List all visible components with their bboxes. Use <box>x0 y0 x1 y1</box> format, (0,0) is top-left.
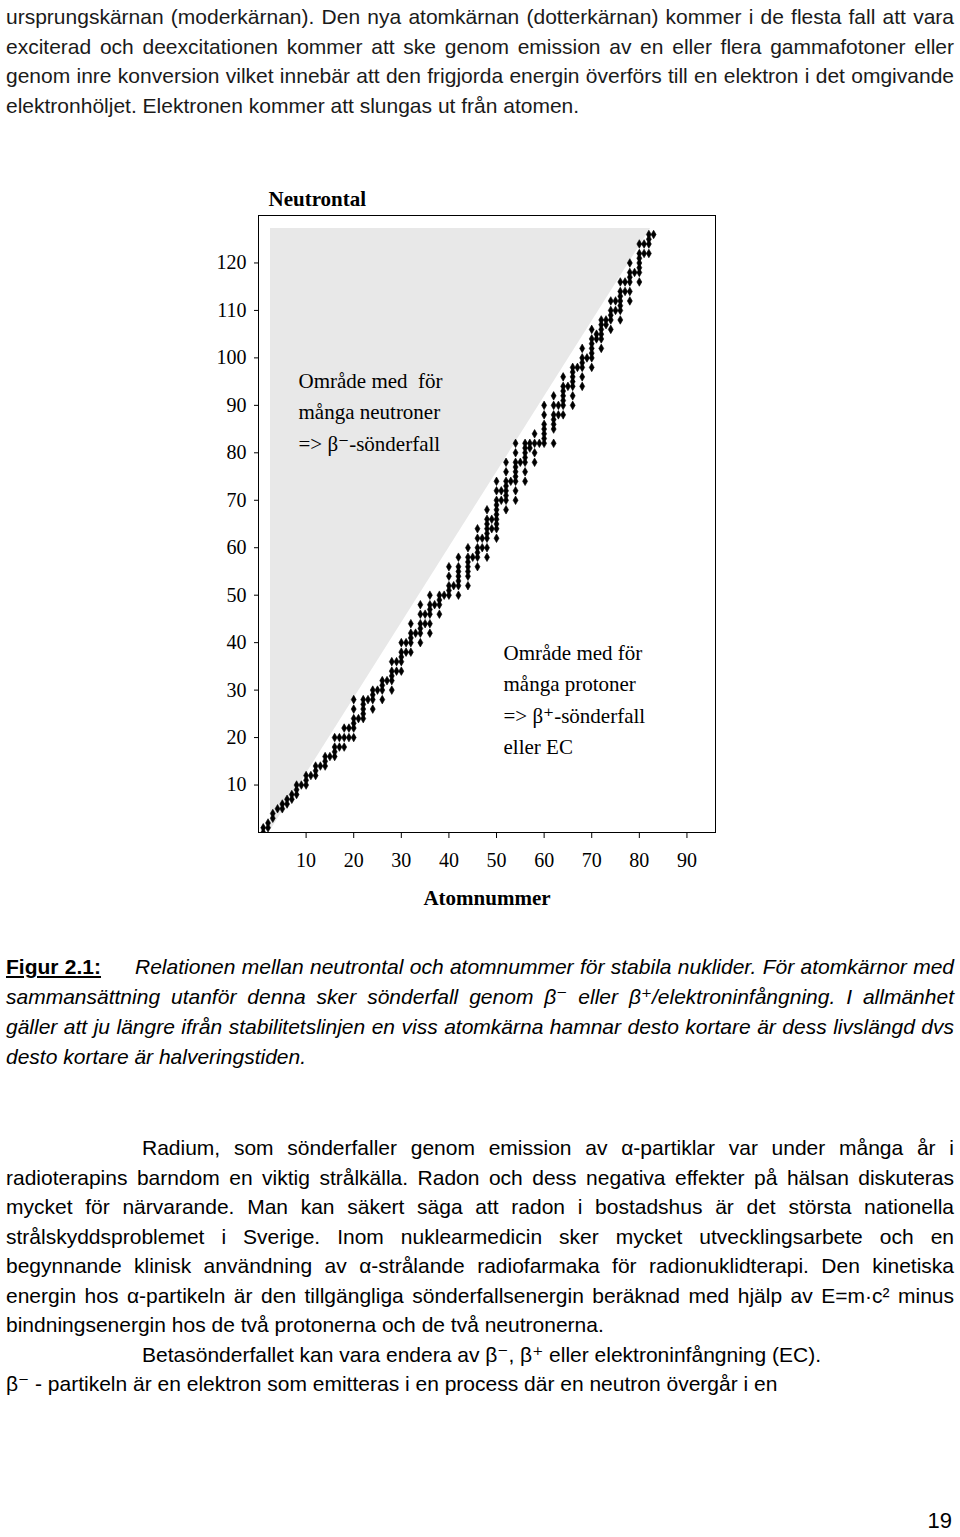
svg-text:Område med förmånga protoner=>: Område med förmånga protoner=> β⁺-sönder… <box>504 641 646 760</box>
svg-text:50: 50 <box>227 584 247 606</box>
svg-text:60: 60 <box>227 536 247 558</box>
html-text:β⁻ - partikeln är en elektron: β⁻ - partikeln är en elektron som emitte… <box>6 1372 778 1395</box>
svg-text:70: 70 <box>227 489 247 511</box>
html-text:19: 19 <box>927 1508 952 1533</box>
html-text:Betasönderfallet kan vara ende: Betasönderfallet kan vara endera av β⁻, … <box>142 1342 821 1366</box>
html-text:Relationen mellan neutrontal o: Relationen mellan neutrontal och atomnum… <box>6 955 954 1068</box>
html-text:ursprungskärnan (moderkärnan).: ursprungskärnan (moderkärnan). Den nya a… <box>6 5 954 117</box>
svg-text:40: 40 <box>227 631 247 653</box>
svg-text:110: 110 <box>217 299 246 321</box>
svg-text:90: 90 <box>227 394 247 416</box>
svg-text:30: 30 <box>227 679 247 701</box>
svg-text:70: 70 <box>582 849 602 871</box>
svg-text:100: 100 <box>217 346 247 368</box>
svg-text:50: 50 <box>487 849 507 871</box>
svg-text:80: 80 <box>227 441 247 463</box>
html-text:Figur 2.1:: Figur 2.1: <box>6 955 101 978</box>
svg-text:60: 60 <box>534 849 554 871</box>
svg-text:90: 90 <box>677 849 697 871</box>
svg-text:10: 10 <box>227 773 247 795</box>
svg-text:Område med förmånga neutroner: Område med förmånga neutroner=> β⁻-sönde… <box>299 369 443 456</box>
svg-text:120: 120 <box>217 251 247 273</box>
svg-text:Neutrontal: Neutrontal <box>269 187 367 211</box>
svg-text:20: 20 <box>344 849 364 871</box>
svg-text:10: 10 <box>296 849 316 871</box>
svg-text:30: 30 <box>391 849 411 871</box>
svg-text:40: 40 <box>439 849 459 871</box>
svg-text:80: 80 <box>629 849 649 871</box>
html-text:Radium, som sönderfaller genom: Radium, som sönderfaller genom emission … <box>6 1136 954 1336</box>
svg-text:20: 20 <box>227 726 247 748</box>
svg-text:Atomnummer: Atomnummer <box>423 886 550 910</box>
